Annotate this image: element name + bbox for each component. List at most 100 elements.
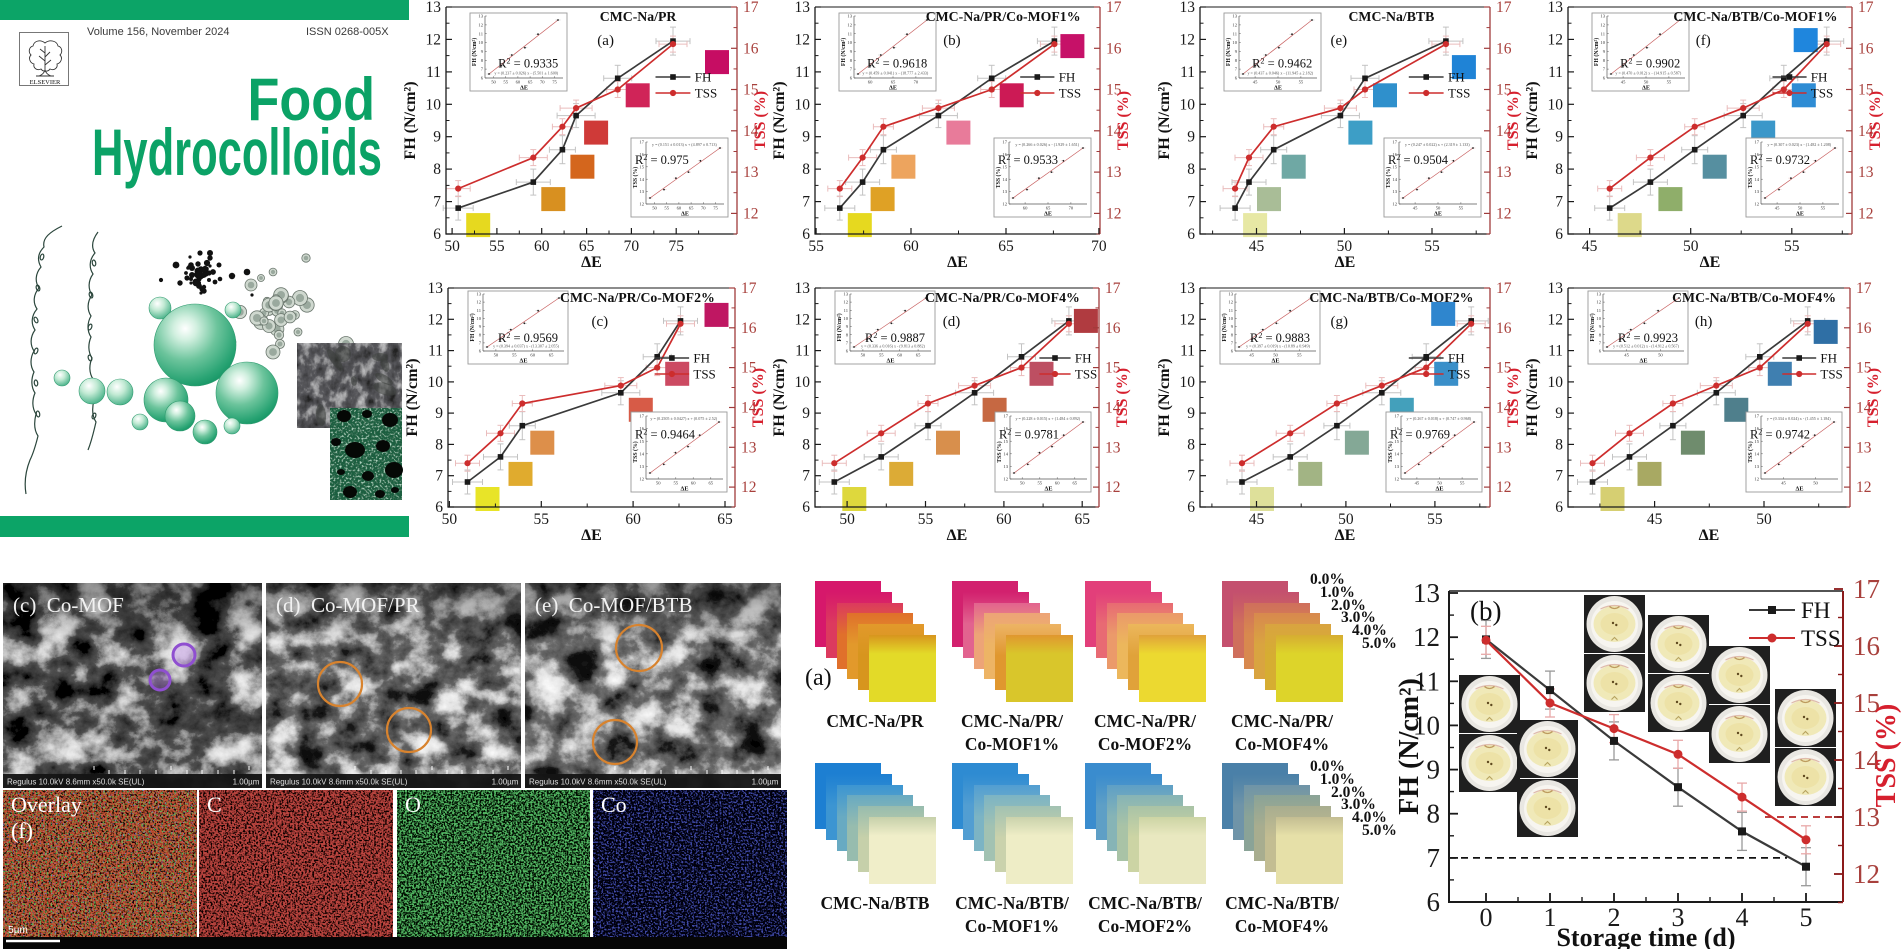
svg-text:9: 9 bbox=[1235, 49, 1238, 54]
svg-text:10: 10 bbox=[843, 316, 848, 321]
svg-text:1.00µm: 1.00µm bbox=[233, 778, 260, 787]
svg-text:12: 12 bbox=[1413, 622, 1440, 652]
svg-text:y = (0.459 ± 0.041) x - (18.77: y = (0.459 ± 0.041) x - (18.777 ± 2.433) bbox=[862, 71, 928, 76]
svg-text:17: 17 bbox=[741, 280, 757, 297]
svg-text:7: 7 bbox=[1599, 341, 1602, 346]
svg-text:75: 75 bbox=[713, 206, 718, 211]
svg-text:9: 9 bbox=[1427, 755, 1441, 785]
svg-text:(h): (h) bbox=[1695, 314, 1713, 330]
svg-text:12: 12 bbox=[1002, 202, 1007, 207]
svg-text:9: 9 bbox=[481, 49, 484, 54]
svg-text:ΔE: ΔE bbox=[1434, 211, 1442, 218]
svg-text:12: 12 bbox=[1496, 479, 1512, 496]
svg-text:12: 12 bbox=[1106, 205, 1122, 222]
svg-text:50: 50 bbox=[861, 353, 866, 358]
svg-text:17: 17 bbox=[1496, 0, 1512, 16]
svg-text:65: 65 bbox=[689, 206, 694, 211]
svg-text:13: 13 bbox=[426, 0, 442, 16]
svg-text:10: 10 bbox=[1600, 40, 1605, 45]
svg-text:55: 55 bbox=[674, 481, 679, 486]
svg-text:65: 65 bbox=[579, 238, 595, 255]
svg-text:ΔE: ΔE bbox=[680, 486, 688, 493]
svg-text:FH (N/cm²): FH (N/cm²) bbox=[1524, 358, 1541, 436]
svg-text:55: 55 bbox=[1821, 206, 1826, 211]
svg-text:6: 6 bbox=[1555, 499, 1563, 516]
svg-text:7: 7 bbox=[802, 194, 810, 211]
svg-text:60: 60 bbox=[868, 80, 873, 85]
svg-text:FH: FH bbox=[1820, 351, 1837, 366]
svg-text:13: 13 bbox=[1600, 14, 1605, 19]
svg-text:17: 17 bbox=[639, 140, 644, 145]
svg-text:FH (N/cm²): FH (N/cm²) bbox=[1221, 313, 1228, 341]
svg-text:y = (0.437 ± 0.046) x - (11.94: y = (0.437 ± 0.046) x - (11.945 ± 2.182) bbox=[1247, 71, 1313, 76]
svg-text:TSS (%): TSS (%) bbox=[1387, 441, 1394, 462]
svg-text:(e) Co-MOF/BTB: (e) Co-MOF/BTB bbox=[535, 593, 693, 617]
svg-text:16: 16 bbox=[1853, 631, 1880, 661]
svg-text:15: 15 bbox=[1003, 439, 1008, 444]
svg-text:16: 16 bbox=[1394, 426, 1399, 431]
svg-text:FH (N/cm²): FH (N/cm²) bbox=[1225, 38, 1232, 66]
svg-text:17: 17 bbox=[1105, 280, 1121, 297]
svg-text:55: 55 bbox=[808, 238, 824, 255]
svg-text:9: 9 bbox=[846, 324, 849, 329]
svg-text:y = (0.394 ± 0.037) x - (13.30: y = (0.394 ± 0.037) x - (13.307 ± 2.055) bbox=[493, 344, 559, 349]
svg-text:15: 15 bbox=[1392, 164, 1397, 169]
svg-text:12: 12 bbox=[1858, 205, 1874, 222]
svg-text:12: 12 bbox=[639, 477, 644, 482]
svg-text:FH (N/cm²): FH (N/cm²) bbox=[402, 81, 419, 159]
svg-text:55: 55 bbox=[512, 353, 517, 358]
svg-text:5: 5 bbox=[1800, 903, 1813, 932]
svg-text:y = (0.247 ± 0.022) x + (2.319: y = (0.247 ± 0.022) x + (2.319 ± 1.133) bbox=[1405, 142, 1470, 147]
svg-text:55: 55 bbox=[918, 511, 934, 528]
svg-text:y = (0.336 ± 0.016) x - (9.813: y = (0.336 ± 0.016) x - (9.813 ± 0.882) bbox=[861, 344, 925, 349]
svg-text:70: 70 bbox=[540, 80, 545, 85]
svg-text:12: 12 bbox=[847, 23, 852, 28]
svg-text:13: 13 bbox=[1180, 0, 1196, 16]
svg-text:TSS (%): TSS (%) bbox=[1505, 368, 1522, 427]
svg-text:8: 8 bbox=[850, 58, 853, 63]
svg-text:ΔE: ΔE bbox=[519, 358, 527, 365]
svg-text:FH (N/cm²): FH (N/cm²) bbox=[1156, 81, 1173, 159]
svg-text:17: 17 bbox=[1754, 414, 1759, 419]
svg-text:13: 13 bbox=[795, 280, 811, 297]
svg-text:TSS (%): TSS (%) bbox=[750, 368, 767, 427]
svg-text:14: 14 bbox=[1754, 451, 1759, 456]
svg-text:(f): (f) bbox=[11, 818, 33, 843]
svg-text:60: 60 bbox=[516, 80, 521, 85]
svg-text:R2 = 0.9464: R2 = 0.9464 bbox=[635, 427, 696, 441]
svg-text:6: 6 bbox=[802, 499, 810, 516]
svg-text:17: 17 bbox=[1856, 280, 1872, 297]
svg-text:FH: FH bbox=[1448, 351, 1465, 366]
svg-text:FH (N/cm²): FH (N/cm²) bbox=[1524, 81, 1541, 159]
svg-text:13: 13 bbox=[1856, 439, 1872, 456]
svg-text:16: 16 bbox=[1858, 40, 1874, 57]
svg-text:1.00µm: 1.00µm bbox=[492, 778, 519, 787]
svg-text:55: 55 bbox=[1038, 481, 1043, 486]
svg-text:12: 12 bbox=[1596, 300, 1601, 305]
svg-text:9: 9 bbox=[433, 129, 441, 146]
svg-text:14: 14 bbox=[1394, 451, 1399, 456]
svg-text:15: 15 bbox=[1754, 439, 1759, 444]
svg-text:70: 70 bbox=[1069, 206, 1074, 211]
svg-text:12: 12 bbox=[478, 23, 483, 28]
svg-text:8: 8 bbox=[479, 332, 482, 337]
svg-text:7: 7 bbox=[846, 341, 849, 346]
svg-text:11: 11 bbox=[848, 31, 853, 36]
svg-text:y = (0.334 ± 0.024) x - (1.455: y = (0.334 ± 0.024) x - (1.455 ± 1.184) bbox=[1767, 416, 1831, 421]
svg-text:12: 12 bbox=[426, 31, 442, 48]
svg-text:R2 = 0.9781: R2 = 0.9781 bbox=[999, 427, 1059, 441]
svg-text:8: 8 bbox=[1599, 332, 1602, 337]
svg-text:50: 50 bbox=[656, 481, 661, 486]
svg-text:13: 13 bbox=[1853, 802, 1880, 832]
svg-text:13: 13 bbox=[1754, 189, 1759, 194]
svg-text:TSS (%): TSS (%) bbox=[1867, 91, 1884, 150]
svg-text:45: 45 bbox=[1775, 206, 1780, 211]
svg-text:TSS: TSS bbox=[1448, 367, 1470, 382]
svg-text:17: 17 bbox=[1002, 140, 1007, 145]
svg-text:12: 12 bbox=[1548, 311, 1564, 328]
svg-text:13: 13 bbox=[476, 292, 481, 297]
svg-text:8: 8 bbox=[1187, 161, 1195, 178]
svg-text:13: 13 bbox=[639, 189, 644, 194]
svg-text:60: 60 bbox=[625, 511, 641, 528]
svg-text:50: 50 bbox=[1437, 481, 1442, 486]
